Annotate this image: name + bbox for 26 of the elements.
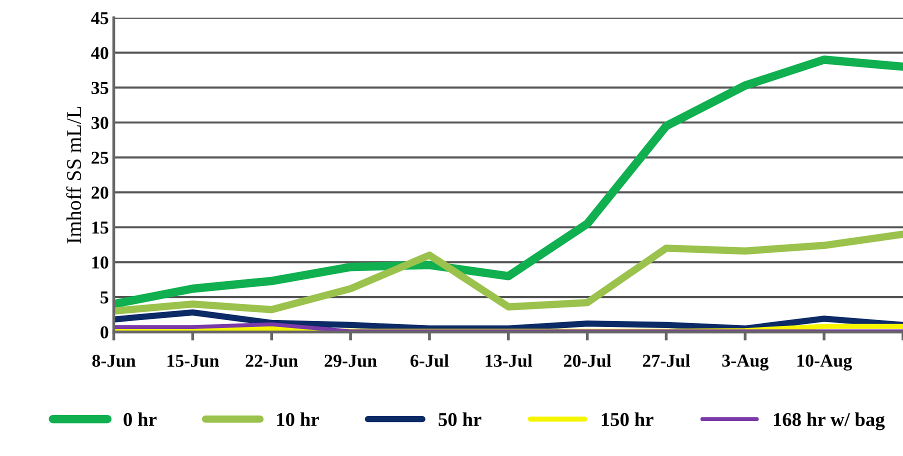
legend-label: 150 hr — [602, 412, 654, 426]
y-tick-label: 10 — [92, 256, 108, 269]
x-tick-label: 15-Jun — [168, 354, 220, 367]
y-tick-label: 35 — [92, 82, 108, 94]
legend-label: 0 hr — [124, 412, 157, 426]
legend-label: 168 hr w/ bag — [774, 412, 885, 430]
y-tick-label: 40 — [91, 46, 108, 60]
y-tick-label: 30 — [92, 116, 108, 129]
x-tick-label: 13-Jul — [486, 354, 532, 367]
x-tick-label: 3-Aug — [722, 354, 769, 371]
y-axis-title: Imhoff SS mL/L — [66, 106, 82, 244]
y-tick-label: 45 — [91, 12, 108, 24]
legend-label: 10 hr — [277, 412, 319, 426]
x-tick-label: 6-Jul — [410, 354, 449, 367]
x-tick-label: 20-Jul — [564, 354, 612, 367]
x-tick-label: 10-Aug — [797, 354, 852, 371]
y-tick-label: 25 — [92, 152, 108, 164]
y-tick-label: 0 — [100, 326, 108, 338]
x-tick-label: 29-Jun — [324, 354, 377, 367]
x-tick-label: 27-Jul — [642, 354, 690, 367]
y-tick-label: 15 — [92, 222, 108, 234]
x-tick-label: 22-Jun — [246, 354, 298, 367]
y-tick-label: 5 — [100, 292, 108, 304]
y-tick-label: 20 — [92, 186, 108, 199]
x-tick-label: 8-Jun — [92, 354, 136, 367]
legend-label: 50 hr — [438, 412, 482, 426]
